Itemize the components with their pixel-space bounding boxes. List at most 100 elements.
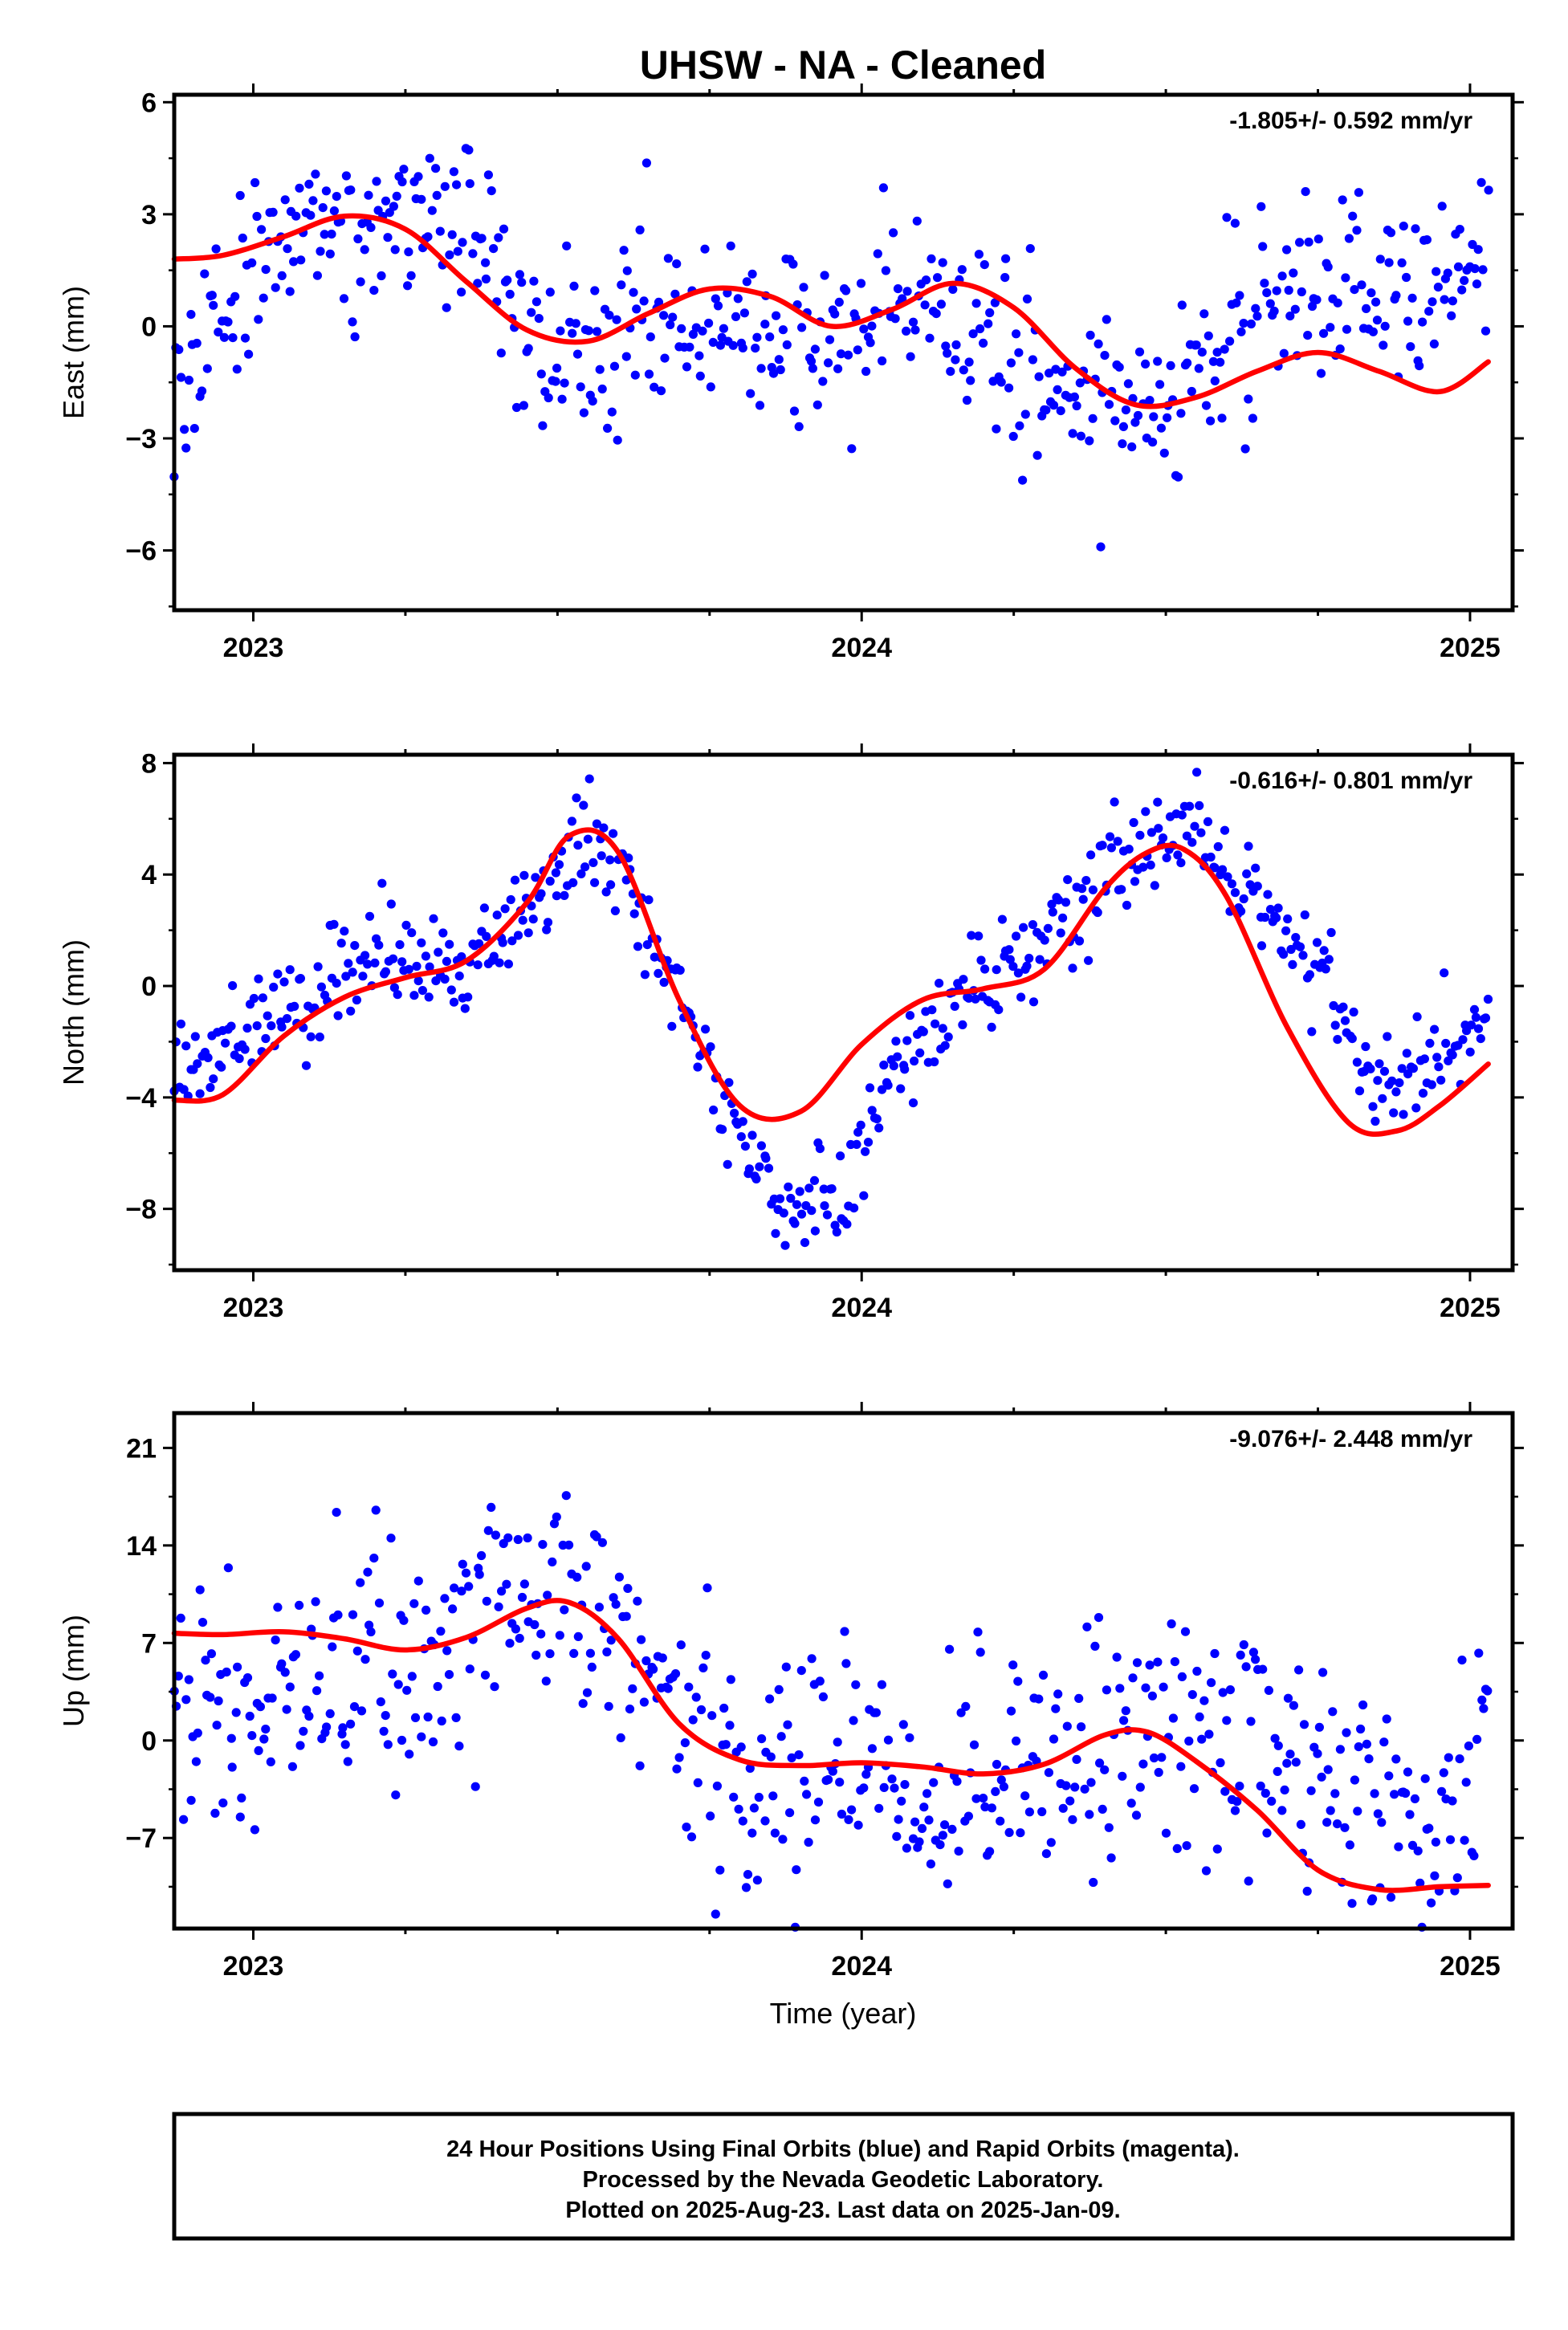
up-data-point bbox=[992, 1759, 1002, 1770]
east-data-point bbox=[219, 332, 229, 342]
north-data-point bbox=[1347, 1034, 1357, 1044]
up-data-point bbox=[792, 1865, 801, 1875]
north-data-point bbox=[1035, 955, 1045, 964]
up-data-point bbox=[996, 1775, 1006, 1785]
east-data-point bbox=[1203, 331, 1213, 340]
up-data-point bbox=[231, 1708, 241, 1717]
up-data-point bbox=[201, 1656, 210, 1665]
up-data-point bbox=[569, 1648, 579, 1658]
north-data-point bbox=[1084, 955, 1094, 965]
up-data-point bbox=[701, 1651, 711, 1660]
east-data-point bbox=[1432, 267, 1441, 276]
up-data-point bbox=[1479, 1704, 1489, 1713]
up-data-point bbox=[743, 1870, 753, 1880]
up-data-point bbox=[1210, 1648, 1220, 1659]
east-data-point bbox=[1303, 331, 1313, 340]
north-data-point bbox=[867, 1106, 877, 1115]
north-data-point bbox=[1473, 1024, 1484, 1033]
up-data-point bbox=[474, 1570, 484, 1579]
east-data-point bbox=[843, 350, 853, 360]
east-data-point bbox=[776, 365, 785, 375]
up-data-point bbox=[1368, 1894, 1378, 1904]
up-data-point bbox=[606, 1635, 616, 1645]
north-data-point bbox=[693, 1062, 703, 1072]
up-data-point bbox=[491, 1530, 501, 1540]
east-data-point bbox=[1422, 235, 1432, 245]
up-data-point bbox=[1437, 1786, 1447, 1796]
east-data-point bbox=[1301, 187, 1310, 197]
north-data-point bbox=[779, 1208, 788, 1218]
north-y-tick-label: 8 bbox=[141, 748, 157, 779]
north-data-point bbox=[859, 1191, 869, 1200]
east-data-point bbox=[1295, 238, 1305, 247]
up-data-point bbox=[1016, 1828, 1025, 1838]
up-data-point bbox=[879, 1782, 889, 1792]
north-data-point bbox=[1281, 926, 1291, 935]
up-data-point bbox=[1330, 1789, 1340, 1798]
north-data-point bbox=[285, 965, 295, 975]
east-data-point bbox=[1371, 297, 1381, 307]
up-data-point bbox=[1273, 1766, 1282, 1776]
east-data-point bbox=[774, 355, 784, 365]
up-data-point bbox=[222, 1667, 231, 1677]
north-data-point bbox=[889, 1061, 898, 1071]
east-data-point bbox=[576, 382, 585, 392]
east-data-point bbox=[329, 206, 339, 216]
north-data-point bbox=[1411, 1103, 1421, 1113]
up-data-point bbox=[494, 1602, 503, 1611]
east-data-point bbox=[423, 232, 433, 242]
north-model-curve bbox=[171, 827, 1491, 1137]
north-data-point bbox=[675, 965, 685, 975]
east-data-point bbox=[806, 356, 817, 366]
up-data-point bbox=[348, 1610, 358, 1619]
north-data-point bbox=[790, 1219, 800, 1228]
panel-east: 6 3 0 −3 −6 2023 2024 2025 -1.805+/- 0.592 mm/y… bbox=[57, 84, 1524, 663]
north-data-point bbox=[282, 1014, 292, 1024]
up-data-point bbox=[1323, 1765, 1333, 1774]
north-data-point bbox=[1110, 797, 1119, 807]
north-data-point bbox=[1022, 961, 1032, 971]
north-data-point bbox=[1430, 1024, 1440, 1034]
up-data-point bbox=[1177, 1672, 1187, 1681]
east-data-point bbox=[1156, 423, 1166, 433]
east-data-point bbox=[708, 337, 718, 347]
east-data-point bbox=[1222, 213, 1232, 222]
north-data-point bbox=[1326, 927, 1336, 938]
north-data-point bbox=[1349, 1007, 1358, 1017]
east-data-point bbox=[1235, 291, 1244, 300]
east-data-point bbox=[1480, 326, 1491, 336]
up-data-point bbox=[985, 1847, 995, 1856]
east-data-point bbox=[207, 291, 217, 300]
east-data-point bbox=[350, 332, 360, 342]
north-data-point bbox=[959, 975, 968, 984]
north-data-point bbox=[190, 1032, 200, 1041]
east-data-point bbox=[603, 423, 613, 434]
up-data-point bbox=[295, 1600, 304, 1610]
east-data-point bbox=[209, 300, 218, 310]
east-data-point bbox=[595, 365, 605, 374]
up-data-point bbox=[186, 1795, 196, 1805]
up-data-point bbox=[1306, 1786, 1316, 1795]
east-data-point bbox=[713, 301, 723, 311]
up-data-point bbox=[1370, 1789, 1379, 1798]
east-data-point bbox=[517, 278, 527, 287]
up-data-point bbox=[776, 1732, 786, 1741]
up-data-point bbox=[847, 1805, 857, 1815]
east-data-point bbox=[214, 328, 223, 337]
east-data-point bbox=[174, 344, 184, 354]
east-data-point bbox=[1134, 347, 1145, 356]
east-data-point bbox=[445, 250, 454, 260]
up-data-point bbox=[1053, 1689, 1063, 1699]
east-data-point bbox=[1379, 340, 1388, 350]
north-data-point bbox=[1227, 879, 1236, 889]
east-data-point bbox=[369, 286, 379, 295]
east-data-point bbox=[390, 245, 400, 255]
east-data-point bbox=[321, 186, 331, 196]
east-data-point bbox=[1094, 339, 1103, 348]
up-data-point bbox=[450, 1583, 459, 1593]
up-data-point bbox=[680, 1738, 690, 1748]
up-data-point bbox=[1102, 1685, 1111, 1695]
up-data-point bbox=[572, 1572, 582, 1582]
east-data-point bbox=[728, 340, 738, 350]
east-data-point bbox=[1121, 405, 1130, 415]
